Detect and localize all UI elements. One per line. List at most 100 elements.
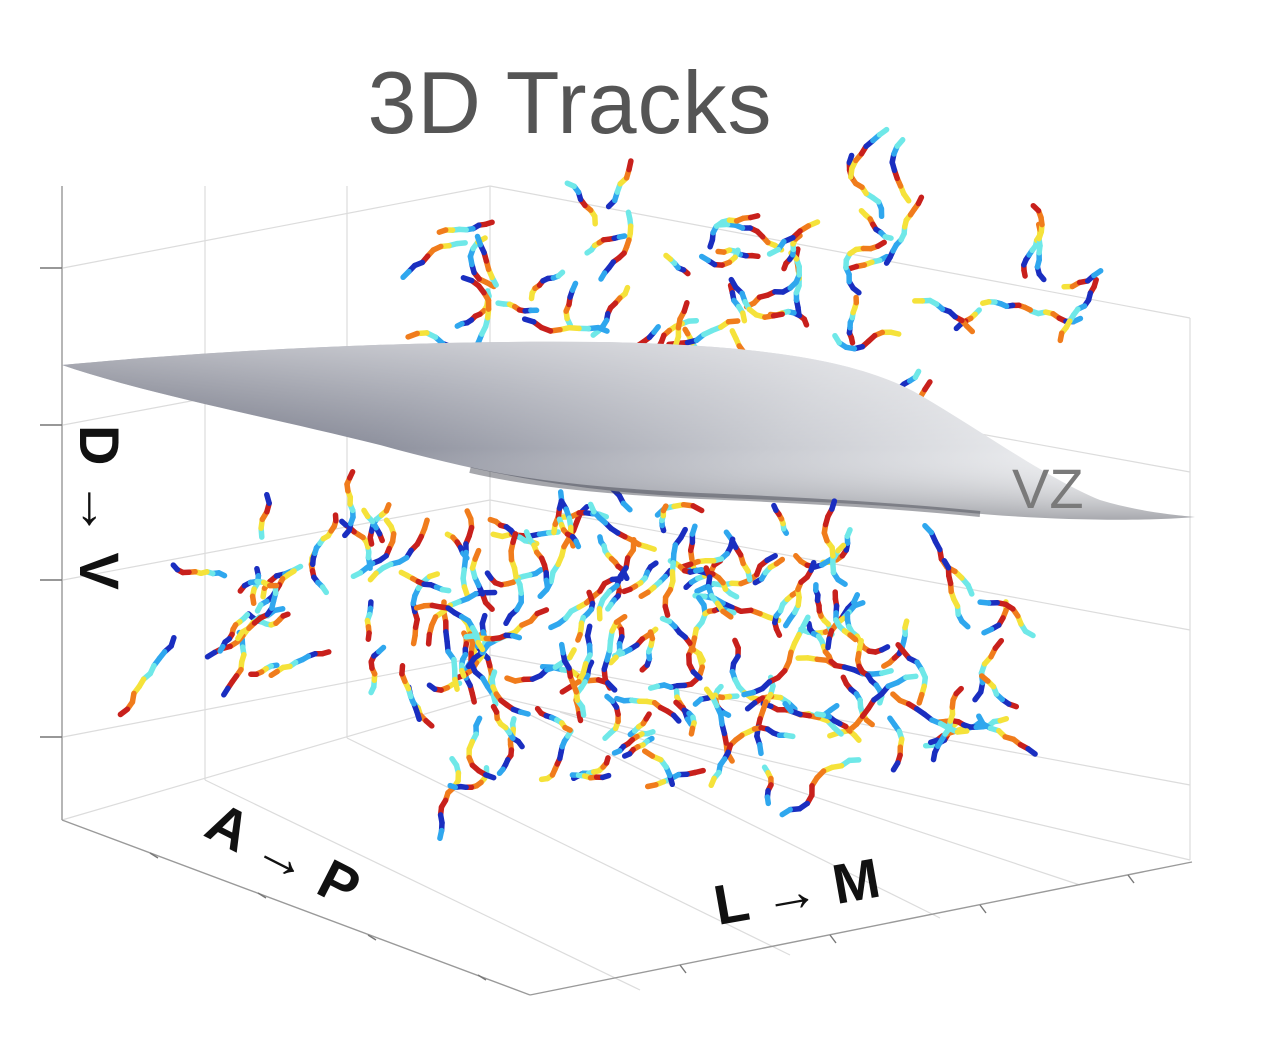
cell-track — [976, 713, 1038, 757]
track-segment — [902, 618, 910, 631]
cell-track — [663, 252, 691, 277]
track-segment — [626, 158, 634, 173]
cell-track — [563, 280, 579, 328]
track-segment — [249, 593, 257, 607]
cell-track — [339, 518, 373, 571]
track-segment — [339, 518, 349, 528]
track-segment — [825, 636, 832, 651]
cell-track — [673, 699, 697, 737]
track-segment — [647, 629, 656, 642]
cell-track — [466, 715, 497, 781]
track-segment — [847, 632, 859, 643]
track-segment — [350, 570, 364, 580]
cell-track — [846, 294, 860, 346]
cell-track — [698, 247, 741, 268]
cell-track — [883, 194, 925, 266]
cell-track — [627, 711, 652, 738]
track-segment — [916, 691, 925, 706]
track-segment — [484, 570, 494, 581]
cell-track — [460, 508, 475, 598]
track-segment — [684, 716, 694, 727]
cell-track — [980, 299, 1034, 313]
cell-track — [821, 498, 848, 587]
track-segment — [576, 710, 584, 724]
cell-track — [846, 253, 890, 272]
vz-surface — [62, 341, 1195, 520]
surface-label: VZ — [1012, 457, 1084, 520]
cell-track — [825, 600, 866, 651]
track-segment — [399, 663, 406, 677]
track-segment — [980, 299, 992, 306]
track-segment — [703, 686, 716, 700]
cell-track — [806, 620, 839, 668]
cell-track — [523, 529, 551, 591]
cell-track — [641, 748, 676, 788]
track-segment — [875, 239, 887, 249]
track-segment — [764, 553, 778, 564]
cell-track — [728, 276, 785, 320]
cell-track — [843, 239, 887, 296]
track-segment — [423, 718, 435, 729]
cell-track — [779, 757, 862, 818]
cell-track — [1061, 268, 1104, 290]
track-segment — [575, 631, 583, 643]
cell-track — [258, 491, 272, 540]
track-segment — [490, 703, 500, 715]
track-segment — [461, 584, 470, 598]
track-segment — [268, 668, 280, 679]
track-segment — [521, 316, 537, 325]
cell-track — [717, 221, 785, 253]
track-segment — [400, 268, 412, 281]
cell-track — [605, 158, 634, 210]
cell-track — [364, 599, 374, 642]
cell-track — [170, 562, 228, 579]
track-segment — [992, 637, 1005, 651]
track-segment — [217, 643, 226, 654]
track-segment — [903, 673, 919, 681]
track-segment — [447, 782, 459, 791]
track-segment — [740, 310, 748, 324]
track-segment — [475, 639, 486, 653]
cell-track — [598, 209, 634, 282]
cell-track — [639, 629, 656, 673]
track-segment — [692, 696, 704, 707]
cell-track — [558, 641, 587, 718]
track-segment — [744, 700, 758, 712]
cell-track — [638, 567, 674, 599]
cell-track — [469, 547, 495, 612]
track-segment — [361, 507, 371, 520]
cell-track — [460, 275, 492, 353]
cell-track — [117, 634, 177, 718]
track-segment — [590, 328, 602, 338]
track-segment — [604, 693, 616, 704]
cell-track — [662, 526, 688, 618]
track-segment — [280, 611, 291, 619]
track-segment — [756, 741, 764, 757]
track-segment — [953, 321, 964, 332]
track-segment — [720, 608, 734, 620]
cell-track — [659, 503, 669, 534]
cell-track — [813, 582, 835, 637]
track-segment — [573, 538, 582, 550]
cell-track — [564, 180, 598, 227]
cell-track — [814, 711, 862, 743]
track-segment — [829, 498, 838, 512]
track-segment — [597, 511, 610, 520]
track-segment — [882, 234, 894, 241]
cell-track — [490, 703, 525, 750]
cell-track — [771, 502, 790, 536]
track-segment — [170, 562, 181, 573]
cell-track — [367, 517, 430, 583]
track-segment — [562, 724, 573, 733]
track-segment — [771, 502, 779, 514]
track-segment — [569, 280, 579, 293]
cell-track — [503, 531, 524, 627]
track-segment — [221, 685, 231, 698]
track-segment — [764, 794, 772, 807]
track-segment — [376, 644, 387, 655]
cell-track — [237, 578, 280, 594]
track-segment — [426, 571, 441, 580]
track-segment — [688, 725, 696, 737]
track-segment — [651, 324, 661, 335]
track-segment — [693, 566, 705, 574]
